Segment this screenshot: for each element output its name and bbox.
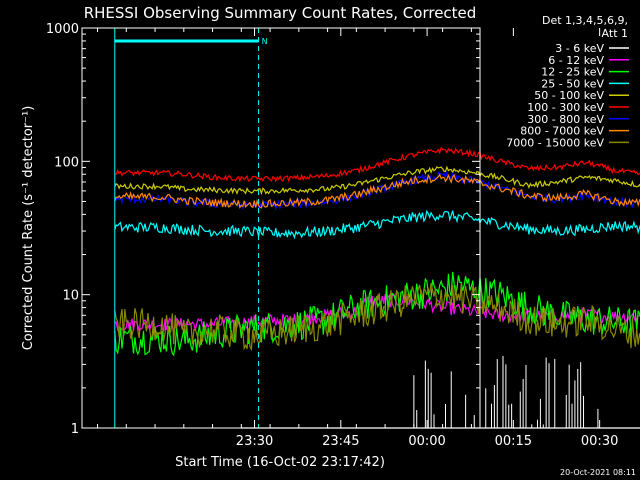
- x-axis-label: Start Time (16-Oct-02 23:17:42): [175, 455, 385, 470]
- legend-label-3: 25 - 50 keV: [541, 77, 604, 90]
- legend-label-6: 300 - 800 keV: [527, 113, 604, 126]
- y-axis: 1 10 100 1000: [46, 22, 480, 437]
- series-line-8: [114, 282, 640, 352]
- y-tick-label: 100: [54, 155, 79, 170]
- x-tick-label: 23:45: [322, 434, 359, 449]
- series-line-4: [114, 165, 640, 196]
- x-tick-label: 00:30: [581, 434, 618, 449]
- legend-label-7: 800 - 7000 keV: [520, 125, 604, 138]
- series-line-7: [114, 173, 640, 209]
- legend-header-line-1: Det 1,3,4,5,6,9,: [542, 14, 628, 27]
- legend-label-0: 3 - 6 keV: [555, 42, 604, 55]
- night-markers: N: [114, 28, 268, 428]
- night-label: N: [262, 37, 268, 46]
- series-line-2: [114, 271, 640, 357]
- x-tick-label: 23:30: [236, 434, 273, 449]
- series-3-6kev-spikes: [413, 355, 599, 428]
- legend-label-5: 100 - 300 keV: [527, 101, 604, 114]
- x-tick-label: 00:15: [495, 434, 532, 449]
- legend-header-line-2: Att 1: [602, 27, 628, 40]
- series-layer: [114, 146, 640, 429]
- y-tick-label: 1: [71, 422, 79, 437]
- legend-label-2: 12 - 25 keV: [541, 66, 604, 79]
- chart-title: RHESSI Observing Summary Count Rates, Co…: [84, 4, 477, 22]
- plot-frame: [81, 27, 481, 429]
- series-line-3: [114, 209, 640, 240]
- x-tick-label: 00:00: [408, 434, 445, 449]
- y-tick-label: 1000: [46, 22, 79, 37]
- series-line-5: [114, 146, 640, 183]
- legend-label-8: 7000 - 15000 keV: [506, 136, 604, 149]
- legend-label-4: 50 - 100 keV: [534, 89, 604, 102]
- y-axis-label: Corrected Count Rate (s⁻¹ detector⁻¹): [21, 106, 36, 351]
- legend-label-1: 6 - 12 keV: [548, 54, 604, 67]
- y-tick-label: 10: [62, 289, 79, 304]
- generated-timestamp: 20-Oct-2021 08:11: [560, 468, 636, 477]
